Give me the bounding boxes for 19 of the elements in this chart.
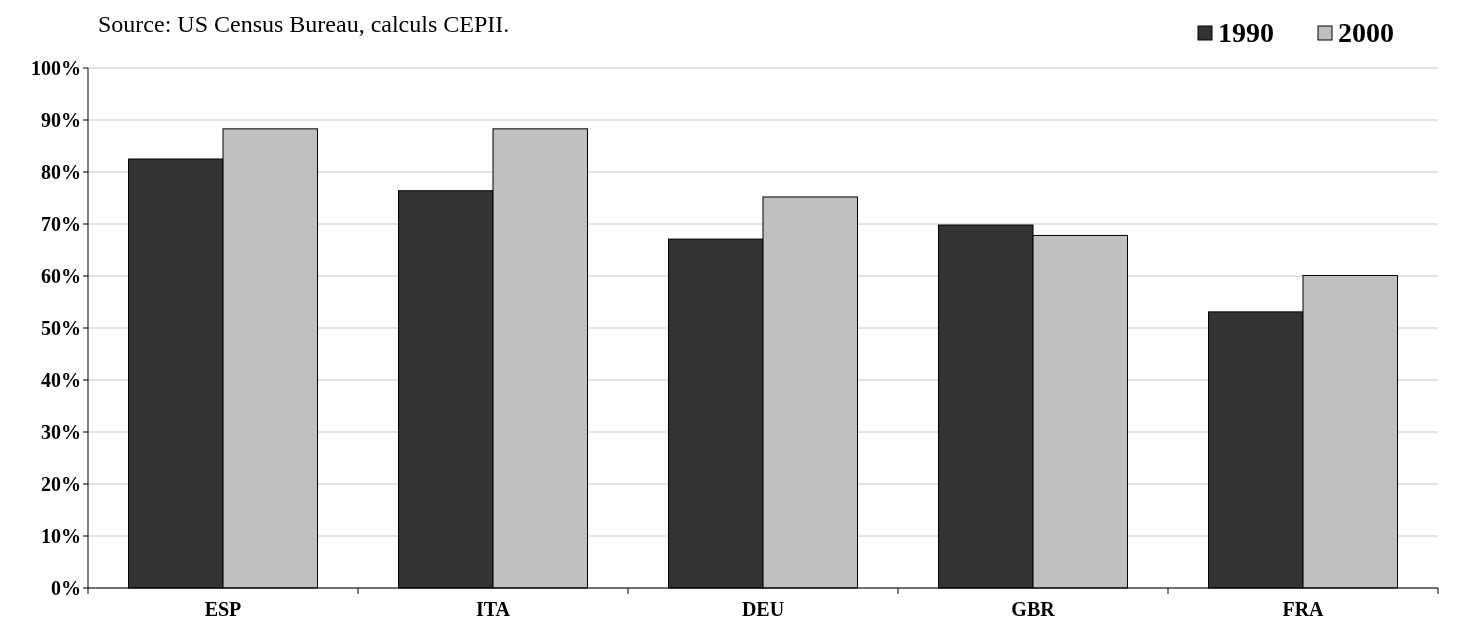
y-tick-label: 60% bbox=[41, 265, 81, 287]
source-note: Source: US Census Bureau, calculs CEPII. bbox=[98, 11, 510, 37]
x-tick-label: GBR bbox=[1011, 598, 1056, 620]
y-tick-label: 30% bbox=[41, 421, 81, 443]
y-tick-label: 50% bbox=[41, 317, 81, 339]
x-tick-label: FRA bbox=[1282, 598, 1325, 620]
x-tick-label: ITA bbox=[475, 598, 511, 620]
y-tick-label: 0% bbox=[51, 577, 81, 599]
y-tick-label: 20% bbox=[41, 473, 81, 495]
x-tick-label: ESP bbox=[204, 598, 242, 620]
y-tick-label: 90% bbox=[41, 109, 81, 131]
y-tick-label: 10% bbox=[41, 525, 81, 547]
y-tick-label: 80% bbox=[41, 161, 81, 183]
legend-label: 1990 bbox=[1218, 17, 1274, 48]
legend-label: 2000 bbox=[1338, 17, 1394, 48]
x-tick-label: DEU bbox=[741, 598, 785, 620]
y-tick-label: 100% bbox=[31, 57, 81, 79]
y-tick-label: 70% bbox=[41, 213, 81, 235]
y-tick-label: 40% bbox=[41, 369, 81, 391]
